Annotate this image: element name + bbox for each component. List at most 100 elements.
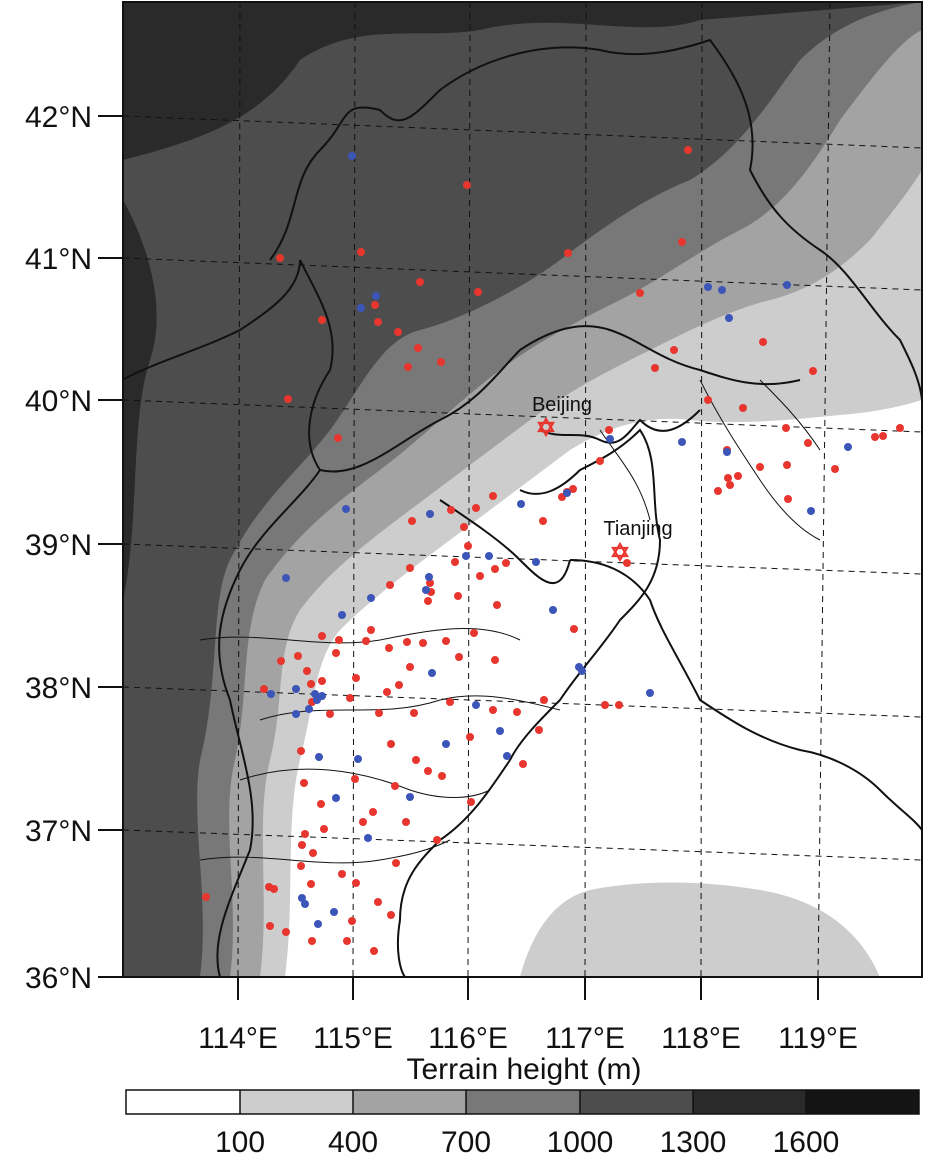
station-dot — [294, 652, 302, 660]
lat-label: 37°N — [25, 815, 92, 848]
station-dot — [385, 644, 393, 652]
station-dot — [513, 708, 521, 716]
colorbar-tick-label: 1600 — [773, 1126, 840, 1159]
station-dot — [260, 685, 268, 693]
station-dot — [391, 782, 399, 790]
station-dot — [334, 434, 342, 442]
station-dot — [462, 552, 470, 560]
lat-label: 40°N — [25, 385, 92, 418]
colorbar-swatch — [126, 1090, 240, 1114]
station-dot — [578, 667, 586, 675]
station-dot — [784, 495, 792, 503]
station-dot — [446, 698, 454, 706]
station-dot — [807, 507, 815, 515]
lat-label: 39°N — [25, 529, 92, 562]
station-dot — [387, 911, 395, 919]
station-dot — [532, 558, 540, 566]
station-dot — [395, 681, 403, 689]
station-dot — [284, 395, 292, 403]
station-dot — [315, 753, 323, 761]
station-dot — [292, 685, 300, 693]
station-dot — [651, 364, 659, 372]
colorbar-tick-label: 400 — [328, 1126, 378, 1159]
station-dot — [455, 653, 463, 661]
station-dot — [606, 435, 614, 443]
station-dot — [756, 463, 764, 471]
station-dot — [359, 818, 367, 826]
station-dot — [298, 894, 306, 902]
station-dot — [343, 937, 351, 945]
station-dot — [383, 688, 391, 696]
station-dot — [367, 594, 375, 602]
station-dot — [307, 680, 315, 688]
station-dot — [896, 424, 904, 432]
station-dot — [342, 505, 350, 513]
colorbar — [125, 1089, 920, 1115]
station-dot — [303, 667, 311, 675]
station-dot — [352, 879, 360, 887]
station-dot — [540, 696, 548, 704]
station-dot — [472, 504, 480, 512]
station-dot — [424, 767, 432, 775]
station-dot — [403, 638, 411, 646]
station-dot — [871, 433, 879, 441]
station-dot — [326, 710, 334, 718]
station-dot — [348, 917, 356, 925]
station-dot — [266, 922, 274, 930]
station-dot — [410, 709, 418, 717]
station-dot — [372, 292, 380, 300]
station-dot — [447, 506, 455, 514]
star-of-david-icon — [611, 541, 629, 563]
station-dot — [370, 947, 378, 955]
station-dot — [426, 579, 434, 587]
colorbar-swatch — [693, 1090, 806, 1114]
station-dot — [489, 492, 497, 500]
station-dot — [563, 489, 571, 497]
station-dot — [414, 344, 422, 352]
station-dot — [332, 649, 340, 657]
lon-label: 117°E — [545, 1022, 625, 1055]
station-dot — [678, 438, 686, 446]
station-dot — [307, 880, 315, 888]
station-dot — [308, 937, 316, 945]
station-dot — [684, 146, 692, 154]
station-dot — [346, 694, 354, 702]
colorbar-swatch — [806, 1090, 919, 1114]
station-dot — [437, 358, 445, 366]
station-dot — [517, 500, 525, 508]
longitude-labels: 114°E 115°E 116°E 117°E 118°E 119°E — [198, 1022, 858, 1055]
colorbar-swatch — [580, 1090, 693, 1114]
station-dot — [704, 396, 712, 404]
station-dot — [392, 859, 400, 867]
station-dot — [454, 592, 462, 600]
station-dot — [491, 656, 499, 664]
station-dot — [406, 793, 414, 801]
station-dot — [320, 825, 328, 833]
station-dot — [623, 559, 631, 567]
station-dot — [549, 606, 557, 614]
station-dot — [502, 559, 510, 567]
station-dot — [726, 481, 734, 489]
lat-label: 42°N — [25, 101, 92, 134]
station-dot — [433, 836, 441, 844]
graticule — [123, 2, 922, 977]
station-dot — [470, 629, 478, 637]
station-dot — [354, 755, 362, 763]
station-dot — [357, 304, 365, 312]
station-dot — [739, 404, 747, 412]
station-dot — [371, 301, 379, 309]
station-dot — [464, 542, 472, 550]
city-label-tianjing: Tianjing — [603, 518, 672, 540]
station-dot — [442, 740, 450, 748]
station-dot — [809, 367, 817, 375]
station-dot — [474, 288, 482, 296]
city-beijing: Beijing — [532, 394, 592, 438]
station-dot — [357, 248, 365, 256]
terrain-band-lowland — [285, 400, 922, 977]
colorbar-tick-label: 100 — [215, 1126, 265, 1159]
colorbar-swatch — [353, 1090, 466, 1114]
city-label-beijing: Beijing — [532, 394, 592, 416]
station-dot — [442, 637, 450, 645]
station-dot — [318, 316, 326, 324]
